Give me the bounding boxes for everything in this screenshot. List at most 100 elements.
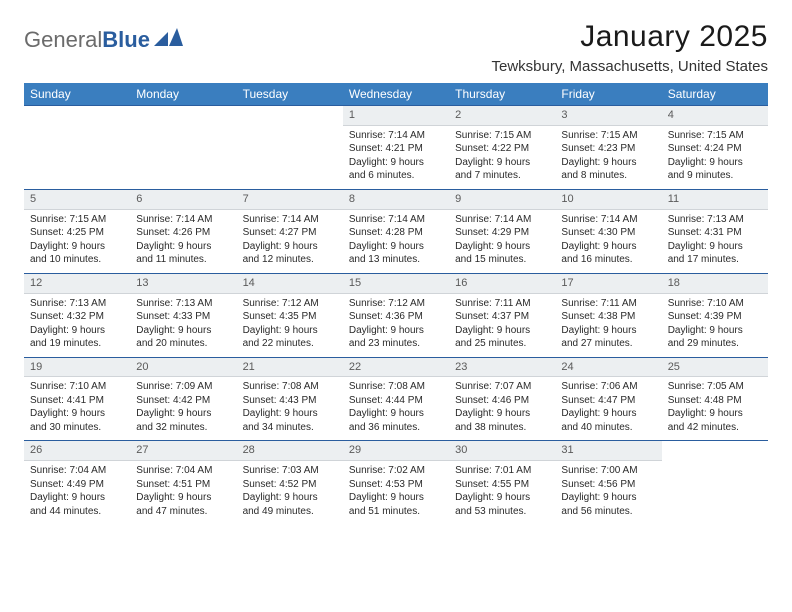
week-body-row: Sunrise: 7:14 AMSunset: 4:21 PMDaylight:… — [24, 125, 768, 189]
daylight-line-1: Daylight: 9 hours — [561, 324, 655, 338]
sunset-line: Sunset: 4:35 PM — [243, 310, 337, 324]
sunrise-line: Sunrise: 7:15 AM — [455, 129, 549, 143]
daylight-line-1: Daylight: 9 hours — [455, 156, 549, 170]
day-body-cell: Sunrise: 7:10 AMSunset: 4:39 PMDaylight:… — [662, 293, 768, 357]
weekday-header: Wednesday — [343, 83, 449, 106]
daylight-line-1: Daylight: 9 hours — [136, 491, 230, 505]
day-details: Sunrise: 7:03 AMSunset: 4:52 PMDaylight:… — [243, 464, 337, 518]
daylight-line-1: Daylight: 9 hours — [668, 156, 762, 170]
day-number-cell: 22 — [343, 357, 449, 377]
day-number-cell: 4 — [662, 106, 768, 126]
daylight-line-2: and 8 minutes. — [561, 169, 655, 183]
day-body-cell: Sunrise: 7:07 AMSunset: 4:46 PMDaylight:… — [449, 377, 555, 441]
day-number-cell: 8 — [343, 189, 449, 209]
sunset-line: Sunset: 4:48 PM — [668, 394, 762, 408]
daylight-line-2: and 13 minutes. — [349, 253, 443, 267]
sunrise-line: Sunrise: 7:14 AM — [243, 213, 337, 227]
daylight-line-2: and 40 minutes. — [561, 421, 655, 435]
day-number-cell: 24 — [555, 357, 661, 377]
sunset-line: Sunset: 4:52 PM — [243, 478, 337, 492]
daylight-line-2: and 44 minutes. — [30, 505, 124, 519]
sunset-line: Sunset: 4:53 PM — [349, 478, 443, 492]
daylight-line-1: Daylight: 9 hours — [668, 324, 762, 338]
daylight-line-1: Daylight: 9 hours — [349, 156, 443, 170]
day-details: Sunrise: 7:08 AMSunset: 4:44 PMDaylight:… — [349, 380, 443, 434]
day-body-cell: Sunrise: 7:01 AMSunset: 4:55 PMDaylight:… — [449, 461, 555, 525]
day-details: Sunrise: 7:05 AMSunset: 4:48 PMDaylight:… — [668, 380, 762, 434]
day-body-cell: Sunrise: 7:14 AMSunset: 4:21 PMDaylight:… — [343, 125, 449, 189]
location: Tewksbury, Massachusetts, United States — [491, 58, 768, 75]
sunrise-line: Sunrise: 7:12 AM — [243, 297, 337, 311]
sunset-line: Sunset: 4:51 PM — [136, 478, 230, 492]
day-details: Sunrise: 7:13 AMSunset: 4:32 PMDaylight:… — [30, 297, 124, 351]
day-number-cell — [130, 106, 236, 126]
week-body-row: Sunrise: 7:10 AMSunset: 4:41 PMDaylight:… — [24, 377, 768, 441]
day-body-cell: Sunrise: 7:04 AMSunset: 4:51 PMDaylight:… — [130, 461, 236, 525]
daylight-line-2: and 20 minutes. — [136, 337, 230, 351]
sunrise-line: Sunrise: 7:03 AM — [243, 464, 337, 478]
daylight-line-2: and 11 minutes. — [136, 253, 230, 267]
sunrise-line: Sunrise: 7:09 AM — [136, 380, 230, 394]
day-details: Sunrise: 7:14 AMSunset: 4:27 PMDaylight:… — [243, 213, 337, 267]
sunrise-line: Sunrise: 7:13 AM — [30, 297, 124, 311]
day-details: Sunrise: 7:14 AMSunset: 4:29 PMDaylight:… — [455, 213, 549, 267]
day-body-cell: Sunrise: 7:05 AMSunset: 4:48 PMDaylight:… — [662, 377, 768, 441]
sunrise-line: Sunrise: 7:02 AM — [349, 464, 443, 478]
daylight-line-1: Daylight: 9 hours — [349, 491, 443, 505]
day-details: Sunrise: 7:06 AMSunset: 4:47 PMDaylight:… — [561, 380, 655, 434]
daylight-line-1: Daylight: 9 hours — [136, 407, 230, 421]
sunrise-line: Sunrise: 7:14 AM — [561, 213, 655, 227]
daylight-line-2: and 25 minutes. — [455, 337, 549, 351]
day-number-cell: 14 — [237, 273, 343, 293]
daylight-line-1: Daylight: 9 hours — [136, 324, 230, 338]
day-number-cell: 31 — [555, 441, 661, 461]
sunrise-line: Sunrise: 7:05 AM — [668, 380, 762, 394]
day-details: Sunrise: 7:12 AMSunset: 4:35 PMDaylight:… — [243, 297, 337, 351]
logo-text-general: General — [24, 27, 102, 52]
sunrise-line: Sunrise: 7:15 AM — [30, 213, 124, 227]
daylight-line-1: Daylight: 9 hours — [561, 407, 655, 421]
day-body-cell: Sunrise: 7:02 AMSunset: 4:53 PMDaylight:… — [343, 461, 449, 525]
day-details: Sunrise: 7:11 AMSunset: 4:38 PMDaylight:… — [561, 297, 655, 351]
day-number-cell: 16 — [449, 273, 555, 293]
day-body-cell: Sunrise: 7:14 AMSunset: 4:30 PMDaylight:… — [555, 209, 661, 273]
day-number-cell: 9 — [449, 189, 555, 209]
sunset-line: Sunset: 4:47 PM — [561, 394, 655, 408]
daylight-line-2: and 53 minutes. — [455, 505, 549, 519]
day-body-cell: Sunrise: 7:08 AMSunset: 4:44 PMDaylight:… — [343, 377, 449, 441]
sunset-line: Sunset: 4:25 PM — [30, 226, 124, 240]
day-body-cell: Sunrise: 7:14 AMSunset: 4:28 PMDaylight:… — [343, 209, 449, 273]
day-number-cell: 1 — [343, 106, 449, 126]
weekday-header-row: SundayMondayTuesdayWednesdayThursdayFrid… — [24, 83, 768, 106]
calendar-table: SundayMondayTuesdayWednesdayThursdayFrid… — [24, 83, 768, 524]
weekday-header: Monday — [130, 83, 236, 106]
daylight-line-1: Daylight: 9 hours — [30, 240, 124, 254]
day-body-cell: Sunrise: 7:13 AMSunset: 4:33 PMDaylight:… — [130, 293, 236, 357]
daylight-line-1: Daylight: 9 hours — [30, 324, 124, 338]
title-block: January 2025 Tewksbury, Massachusetts, U… — [491, 20, 768, 75]
sunset-line: Sunset: 4:28 PM — [349, 226, 443, 240]
sunrise-line: Sunrise: 7:04 AM — [30, 464, 124, 478]
day-body-cell — [130, 125, 236, 189]
daylight-line-2: and 29 minutes. — [668, 337, 762, 351]
daylight-line-2: and 17 minutes. — [668, 253, 762, 267]
daylight-line-1: Daylight: 9 hours — [349, 240, 443, 254]
day-body-cell — [24, 125, 130, 189]
sunrise-line: Sunrise: 7:00 AM — [561, 464, 655, 478]
day-number-cell: 15 — [343, 273, 449, 293]
day-body-cell: Sunrise: 7:08 AMSunset: 4:43 PMDaylight:… — [237, 377, 343, 441]
daylight-line-2: and 23 minutes. — [349, 337, 443, 351]
week-daynum-row: 262728293031 — [24, 441, 768, 461]
daylight-line-1: Daylight: 9 hours — [455, 324, 549, 338]
sunset-line: Sunset: 4:24 PM — [668, 142, 762, 156]
day-number-cell: 26 — [24, 441, 130, 461]
logo: GeneralBlue — [24, 26, 184, 53]
day-body-cell: Sunrise: 7:15 AMSunset: 4:23 PMDaylight:… — [555, 125, 661, 189]
sunset-line: Sunset: 4:33 PM — [136, 310, 230, 324]
weekday-header: Saturday — [662, 83, 768, 106]
day-number-cell — [237, 106, 343, 126]
day-body-cell: Sunrise: 7:13 AMSunset: 4:32 PMDaylight:… — [24, 293, 130, 357]
weekday-header: Tuesday — [237, 83, 343, 106]
day-number-cell — [662, 441, 768, 461]
day-number-cell: 13 — [130, 273, 236, 293]
